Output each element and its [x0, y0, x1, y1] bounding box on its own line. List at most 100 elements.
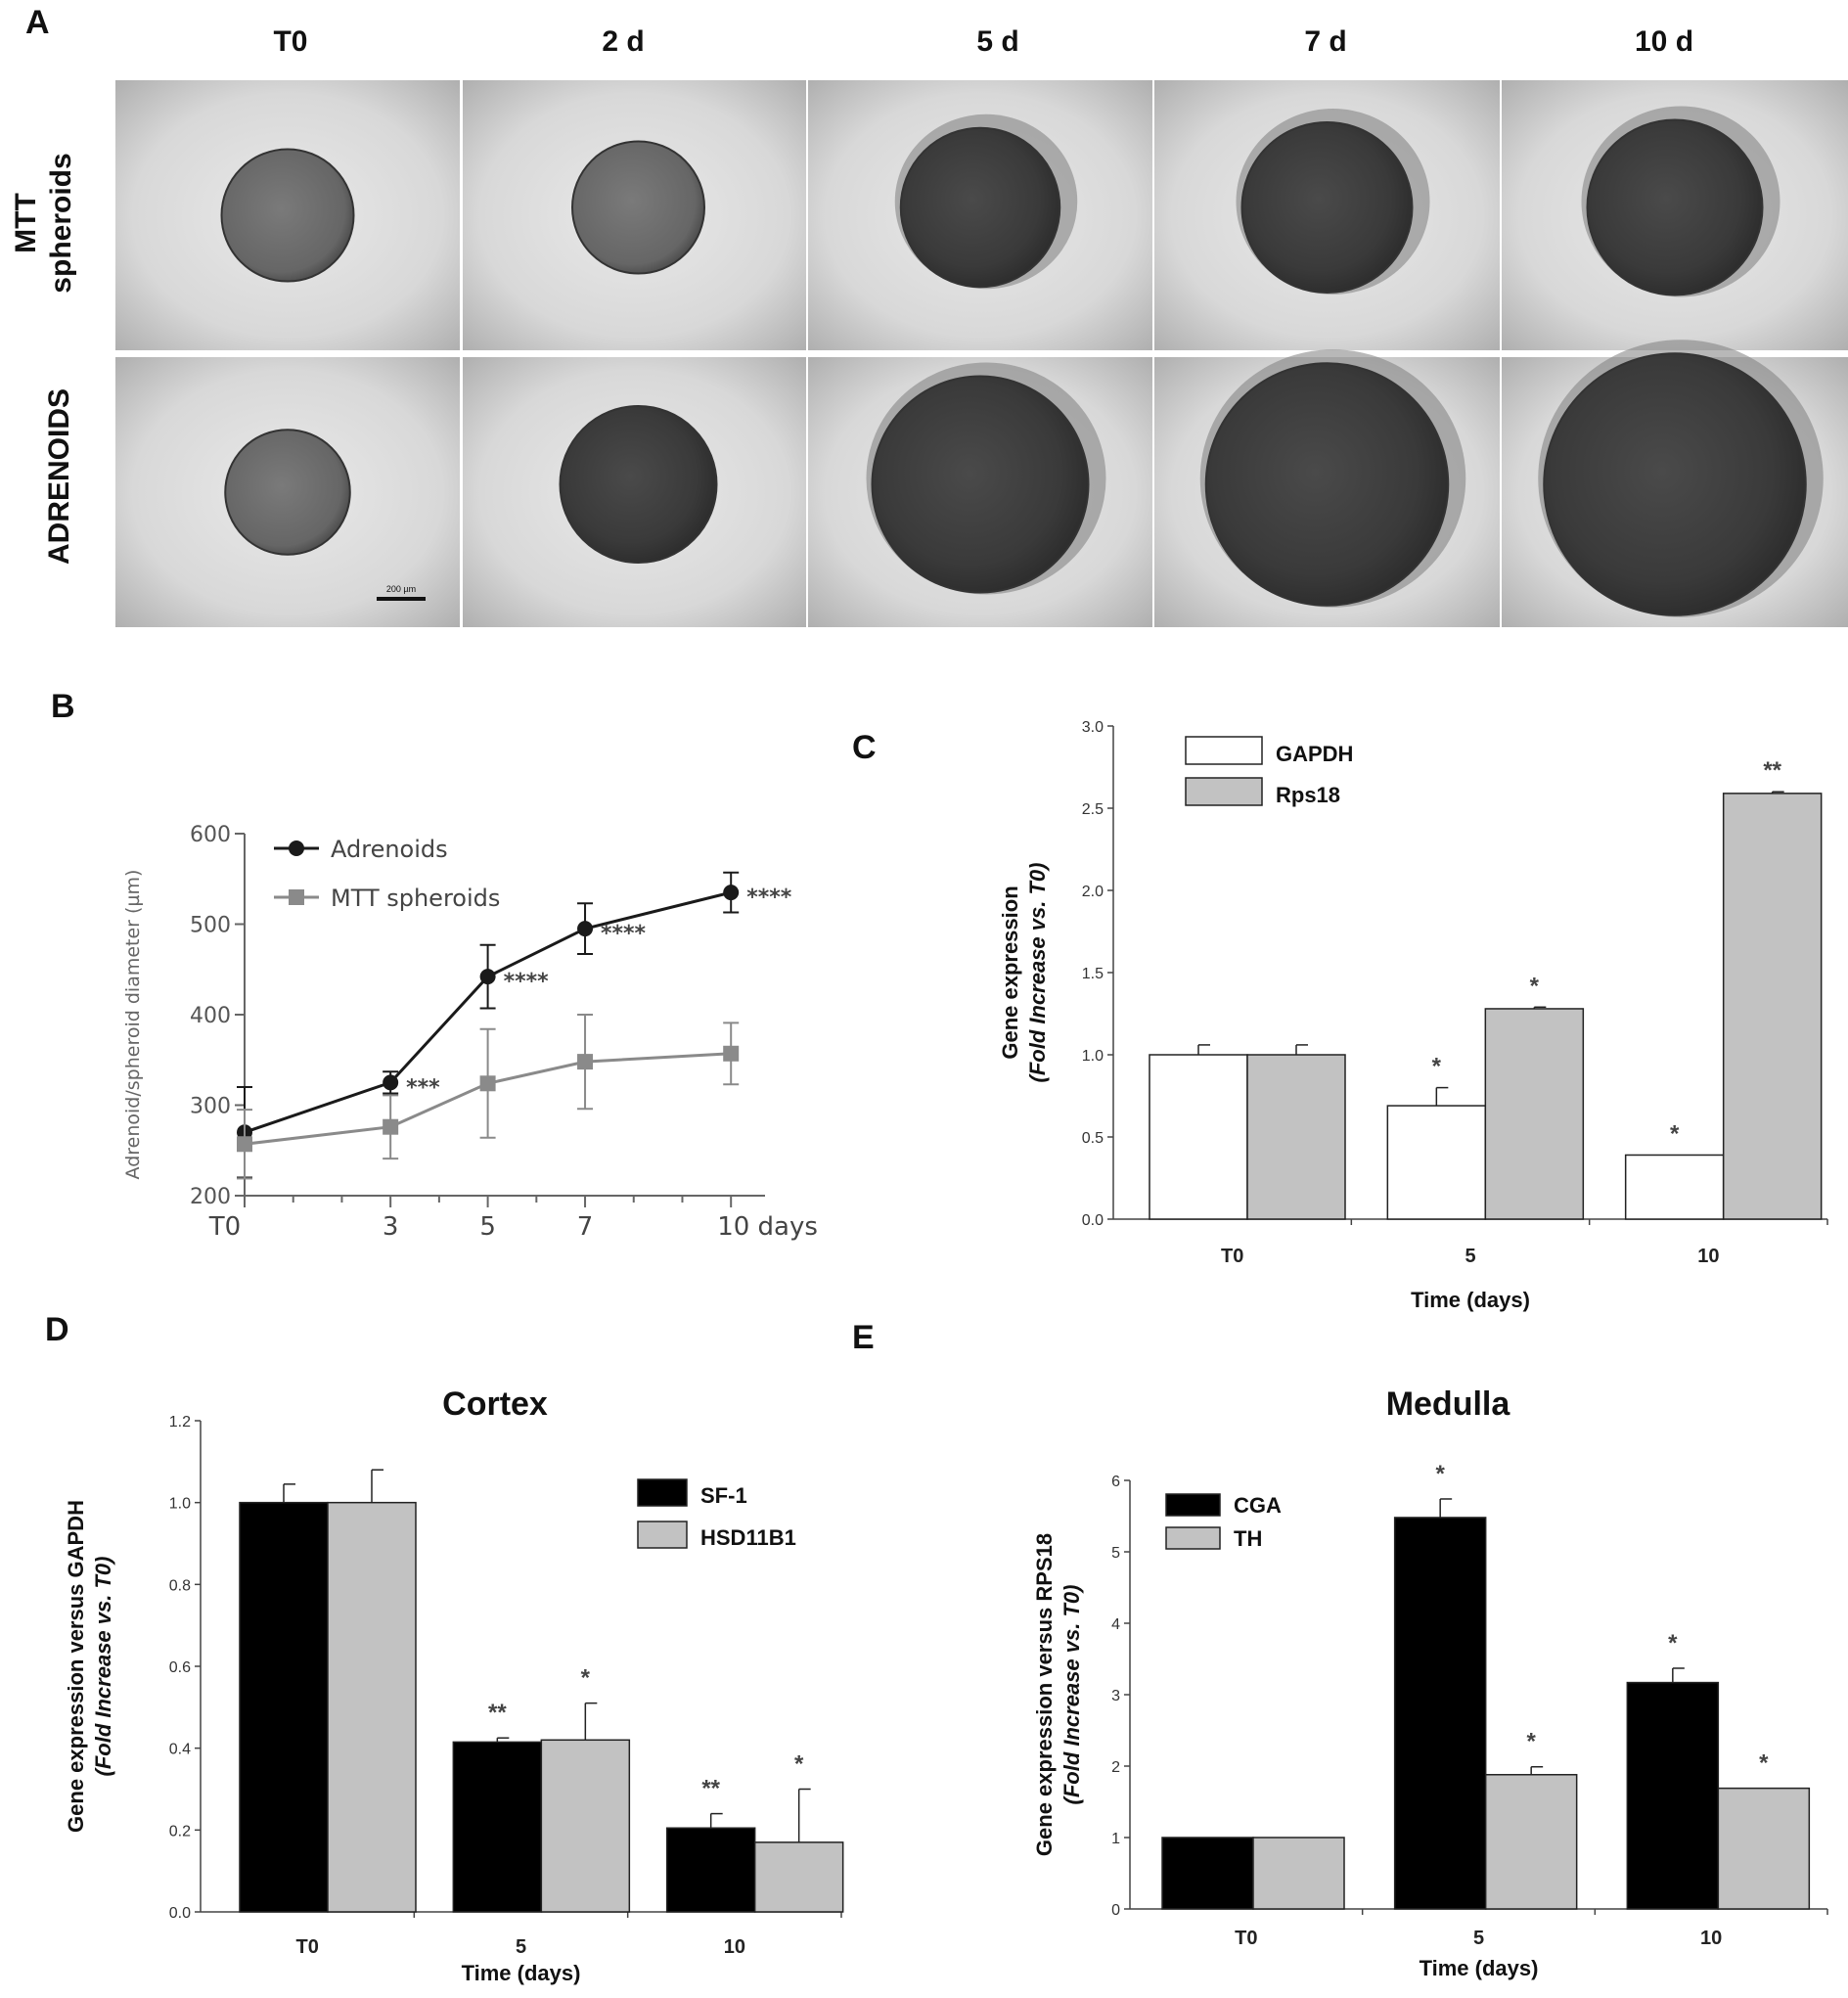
- panel-label-b: B: [51, 688, 75, 725]
- data-point: [479, 1075, 496, 1092]
- bar-rps18-t0: [1246, 1054, 1346, 1220]
- y-tick-label: 2.0: [1082, 884, 1104, 900]
- significance-marker: *: [1432, 1054, 1442, 1080]
- spheroid: [1586, 118, 1764, 296]
- y-tick-label: 2: [1111, 1759, 1120, 1776]
- y-tick-label: 200: [190, 1185, 231, 1209]
- scale-bar-label: 200 µm: [386, 584, 416, 594]
- significance-marker: *: [1759, 1750, 1769, 1777]
- significance-marker: ****: [601, 922, 647, 946]
- significance-marker: *: [581, 1665, 591, 1692]
- data-point: [383, 1074, 399, 1091]
- x-tick-label: 5: [1465, 1246, 1475, 1267]
- y-axis-label: Adrenoid/spheroid diameter (µm): [122, 870, 144, 1180]
- y-tick-label: 3.0: [1082, 719, 1104, 736]
- x-tick-label: T0: [1235, 1928, 1257, 1949]
- spheroid: [224, 429, 351, 556]
- significance-marker: **: [488, 1700, 507, 1726]
- bar-cga-t0: [1161, 1837, 1254, 1910]
- bar-hsd11b1-10: [753, 1841, 844, 1913]
- significance-marker: *: [1435, 1461, 1445, 1487]
- bar-hsd11b1-t0: [327, 1501, 417, 1913]
- y-tick-label: 3: [1111, 1688, 1120, 1704]
- panel-c-bar-chart: 0.00.51.01.52.02.53.0T0 5**10***Time (day…: [998, 719, 1828, 1312]
- panel-e-bar-chart: 0 1 2 3 4 5 6 T0 5 * * 10 * * Time (days) Gene expressi…: [1032, 1385, 1828, 1980]
- legend-marker: [289, 889, 304, 905]
- y-axis-label: Gene expression versus GAPDH: [64, 1500, 88, 1833]
- legend-label: MTT spheroids: [331, 885, 500, 912]
- bar-hsd11b1-5: [540, 1739, 631, 1913]
- significance-marker: *: [1668, 1630, 1678, 1657]
- y-tick-label: 6: [1111, 1474, 1120, 1490]
- x-tick-label: T0: [208, 1212, 241, 1242]
- bar-gapdh-5: [1386, 1105, 1487, 1220]
- bar-cga-5: [1393, 1517, 1487, 1910]
- bar-sf-1-5: [452, 1741, 543, 1913]
- bar-sf-1-10: [665, 1827, 756, 1913]
- column-label-7d: 7 d: [1304, 25, 1346, 58]
- significance-marker: *: [794, 1751, 804, 1778]
- x-axis-label: Time (days): [1420, 1956, 1539, 1980]
- spheroid: [220, 148, 355, 283]
- micrograph-r0-c0: [115, 80, 460, 350]
- legend-swatch: [1185, 736, 1263, 765]
- panel-d-bar-chart: 0.00.20.40.60.81.01.2T0 5***10***Time (da…: [64, 1385, 844, 1985]
- y-tick-label: 0.0: [169, 1905, 191, 1922]
- panel-label-e: E: [852, 1319, 875, 1356]
- micrograph-r0-c3: [1154, 80, 1500, 350]
- spheroid: [1543, 352, 1807, 616]
- x-axis-label: Time (days): [1411, 1288, 1530, 1312]
- y-tick-label: 300: [190, 1095, 231, 1119]
- data-point: [237, 1136, 252, 1153]
- legend-swatch: [637, 1521, 688, 1549]
- y-tick-label: 5: [1111, 1545, 1120, 1562]
- x-tick-label: 10: [1700, 1928, 1722, 1949]
- legend-label: Adrenoids: [331, 836, 448, 863]
- significance-marker: *: [1530, 973, 1540, 999]
- data-point: [723, 1045, 740, 1062]
- chart-title: Cortex: [442, 1385, 548, 1423]
- x-tick-label: T0: [295, 1936, 318, 1958]
- data-point: [723, 885, 740, 901]
- legend-label: CGA: [1234, 1493, 1282, 1518]
- significance-marker: *: [1526, 1729, 1536, 1755]
- legend-swatch: [1165, 1526, 1221, 1550]
- data-point: [577, 921, 594, 937]
- y-tick-label: 500: [190, 914, 231, 938]
- y-tick-label: 1.0: [1082, 1048, 1104, 1065]
- row-label-adrenoids: ADRENOIDS: [43, 388, 75, 565]
- y-tick-label: 0.6: [169, 1659, 191, 1676]
- legend-swatch: [1185, 777, 1263, 806]
- column-label-5d: 5 d: [976, 25, 1018, 58]
- x-tick-label: 10 days: [717, 1212, 818, 1242]
- y-tick-label: 1.0: [169, 1496, 191, 1513]
- spheroid: [1204, 362, 1450, 607]
- significance-marker: ***: [406, 1075, 440, 1100]
- svg-text:spheroids: spheroids: [45, 153, 77, 293]
- micrograph-r1-c4: [1502, 340, 1848, 627]
- bar-rps18-5: [1484, 1008, 1585, 1220]
- y-tick-label: 0.5: [1082, 1130, 1104, 1147]
- bar-th-5: [1484, 1774, 1578, 1910]
- x-axis-label: Time (days): [462, 1961, 581, 1985]
- panel-a-micrograph-grid: T0 2 d 5 d 7 d 10 d MTT spheroids ADRENO…: [10, 25, 1848, 627]
- y-tick-label: 4: [1111, 1616, 1120, 1633]
- micrograph-r1-c3: [1154, 349, 1500, 627]
- x-tick-label: 5: [1473, 1928, 1484, 1949]
- significance-marker: **: [1763, 757, 1781, 784]
- bar-th-10: [1717, 1787, 1811, 1910]
- spheroid: [899, 126, 1061, 289]
- spheroid: [571, 140, 705, 275]
- panel-label-c: C: [852, 729, 877, 766]
- x-tick-label: 5: [479, 1212, 496, 1242]
- y-tick-label: 1: [1111, 1831, 1120, 1847]
- panel-label-d: D: [45, 1311, 69, 1348]
- y-tick-label: 0.2: [169, 1823, 191, 1839]
- bar-sf-1-t0: [239, 1501, 329, 1913]
- significance-marker: ****: [746, 885, 792, 910]
- y-tick-label: 0: [1111, 1902, 1120, 1919]
- spheroid: [871, 375, 1090, 594]
- y-tick-label: 600: [190, 823, 231, 847]
- legend-label: GAPDH: [1276, 742, 1353, 766]
